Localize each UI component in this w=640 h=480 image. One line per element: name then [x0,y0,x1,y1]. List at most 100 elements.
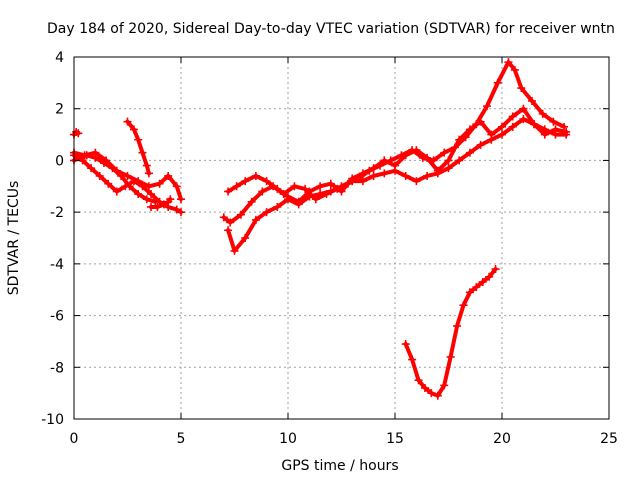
data-point [301,184,310,193]
series-line [221,60,567,225]
data-point [540,130,549,139]
data-point [142,161,151,170]
data-point [129,125,138,134]
data-point [226,218,235,227]
data-point [420,383,429,392]
data-point [380,169,389,178]
x-tick-label: 10 [279,431,297,447]
x-tick-label: 20 [493,431,511,447]
data-point [147,190,156,199]
data-point [108,164,117,173]
data-point [493,78,502,87]
data-point [262,177,271,186]
data-point [465,148,474,157]
data-point [453,321,462,330]
data-point [498,130,506,139]
data-point [99,159,108,168]
data-point [412,177,421,186]
data-point [433,166,442,175]
data-point [326,179,335,188]
data-point [478,277,487,286]
data-point [322,190,331,199]
data-point [251,215,260,224]
data-point [134,177,143,186]
data-point [508,122,517,131]
y-tick-label: -8 [50,360,64,376]
series-trace-f [147,195,175,211]
data-point [151,197,160,206]
data-point [82,151,91,160]
data-point [104,179,113,188]
data-point [224,187,233,196]
y-tick-label: -4 [50,257,64,273]
data-point [138,148,147,157]
data-point [485,272,494,281]
y-tick-label: 2 [55,102,64,118]
data-point [74,129,83,138]
data-point [380,156,389,165]
y-tick-label: 4 [55,50,64,66]
data-point [273,184,282,193]
series-trace-j [401,265,500,400]
data-point [164,171,173,180]
data-point [504,58,513,67]
series-line [226,117,569,253]
data-layer [70,58,571,400]
data-point [508,112,517,121]
data-point [472,283,481,292]
data-point [562,127,571,136]
data-point [172,182,181,191]
data-point [423,171,432,180]
grid-layer [74,57,609,419]
series-trace-c [70,151,160,206]
data-point [125,182,134,191]
data-point [232,182,241,191]
data-point [530,120,539,129]
x-tick-label: 0 [70,431,79,447]
y-tick-label: -10 [41,412,64,428]
data-point [401,171,410,180]
data-point [549,117,558,126]
data-point [241,177,250,186]
data-point [224,226,233,235]
data-point [487,130,496,139]
data-point [123,117,132,126]
data-point [444,156,453,165]
data-point [177,195,185,204]
x-tick-label: 5 [177,431,186,447]
data-point [316,182,325,191]
data-point [112,187,121,196]
data-point [414,376,423,385]
series-trace-d [70,127,83,139]
data-point [311,195,320,204]
data-point [483,102,492,111]
data-point [305,187,314,196]
data-point [230,246,239,255]
data-point [408,355,417,364]
data-point [444,164,453,173]
series-trace-g [224,115,571,255]
data-point [144,169,153,178]
data-point [290,182,299,191]
data-point [440,381,449,390]
data-point [423,153,432,162]
data-point [401,340,410,349]
data-point [251,171,260,180]
data-point [134,135,143,144]
x-axis-label: GPS time / hours [281,458,398,474]
plot-frame [73,56,610,420]
data-point [91,153,100,162]
data-point [284,192,292,201]
data-point [551,125,560,134]
data-point [258,187,267,196]
y-tick-label: -2 [50,205,64,221]
data-point [369,171,378,180]
data-point [519,104,528,113]
data-point [273,202,282,211]
data-point [476,140,485,149]
data-point [236,210,245,219]
data-point [433,391,442,400]
y-tick-label: 0 [55,153,64,169]
data-point [391,161,399,170]
